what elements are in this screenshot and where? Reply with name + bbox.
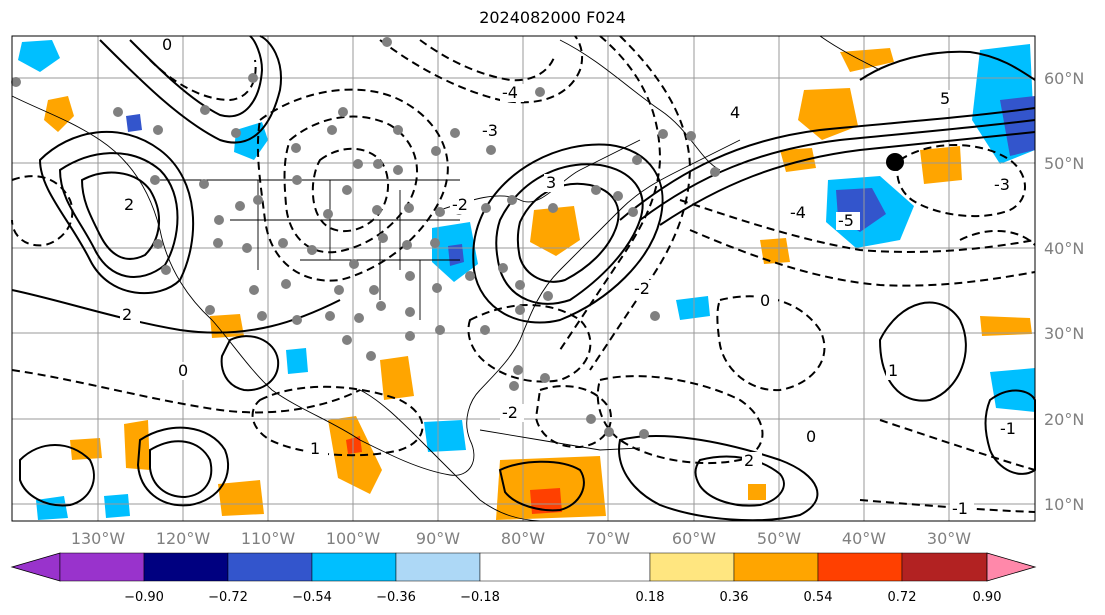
blue-patch: [126, 114, 142, 132]
colorbar-segment: [479, 552, 651, 582]
lat-label: 60°N: [1044, 69, 1084, 88]
colorbar-segment: [59, 552, 145, 582]
blue-patch: [676, 296, 710, 320]
contour-label: -3: [482, 121, 498, 140]
contour-label: -2: [502, 403, 518, 422]
contour-label: 3: [546, 173, 556, 192]
orange-patch: [840, 48, 894, 72]
lon-label: 80°W: [501, 529, 545, 548]
lon-label: 90°W: [416, 529, 460, 548]
contour-label-group: 0 2 -2 -4 -3 3 4 5 -5 1 -1 0 2 -2 -3 -4 …: [120, 35, 1022, 518]
contour-label: 0: [760, 291, 770, 310]
blue-patch: [448, 244, 464, 266]
orange-patch: [70, 438, 102, 460]
colorbar-segment: [395, 552, 481, 582]
contour-label: 5: [940, 89, 950, 108]
orange-patch: [44, 96, 74, 132]
colorbar-segment: [649, 552, 735, 582]
station-dots: [11, 37, 720, 439]
contour-label: 4: [730, 103, 740, 122]
contour-label: 0: [806, 427, 816, 446]
contour-label: 1: [310, 439, 320, 458]
blue-patch: [424, 420, 466, 452]
contour-label: -1: [1000, 419, 1016, 438]
colorbar-segment: [901, 552, 988, 582]
blue-patch: [104, 494, 130, 518]
orange-patch: [780, 148, 816, 172]
contour-label: -4: [502, 83, 518, 102]
lon-label: 30°W: [927, 529, 971, 548]
lon-label: 100°W: [326, 529, 381, 548]
contour-label: 0: [178, 361, 188, 380]
colorbar-segment: [143, 552, 229, 582]
lat-label: 10°N: [1044, 495, 1084, 514]
orange-patch: [328, 416, 382, 494]
colorbar-right-arrow: [986, 552, 1037, 582]
contour-label: 2: [744, 451, 754, 470]
colorbar-tick: 0.18: [636, 590, 665, 605]
colorbar-tick: −0.54: [292, 590, 332, 605]
contour-label: -4: [790, 203, 806, 222]
colorbar: −0.90 −0.72 −0.54 −0.36 −0.18 0.18 0.36 …: [10, 552, 1037, 605]
solid-contours: [11, 35, 1036, 522]
contour-label: -2: [452, 195, 468, 214]
lon-label: 60°W: [672, 529, 716, 548]
orange-patch: [218, 480, 264, 516]
latitude-labels: 60°N 50°N 40°N 30°N 20°N 10°N: [1044, 69, 1084, 514]
orange-patch: [920, 146, 962, 184]
contour-label: 1: [888, 361, 898, 380]
colorbar-segment: [733, 552, 819, 582]
lon-label: 50°W: [757, 529, 801, 548]
colorbar-tick: 0.90: [973, 590, 1002, 605]
orange-patch: [210, 314, 244, 338]
colorbar-tick: 0.54: [804, 590, 833, 605]
lon-label: 40°W: [842, 529, 886, 548]
contour-label: -1: [952, 499, 968, 518]
colorbar-left-arrow: [10, 552, 61, 582]
colorbar-segment: [311, 552, 397, 582]
map-title: 2024082000 F024: [479, 8, 626, 27]
colorbar-tick: 0.72: [888, 590, 917, 605]
orange-patch: [380, 356, 414, 400]
contour-label: -2: [634, 279, 650, 298]
lat-label: 30°N: [1044, 324, 1084, 343]
colorbar-segment: [227, 552, 313, 582]
lat-label: 50°N: [1044, 154, 1084, 173]
contour-label: -3: [994, 175, 1010, 194]
contour-label: 2: [122, 305, 132, 324]
lon-label: 70°W: [586, 529, 630, 548]
contour-label: 0: [162, 35, 172, 54]
orange-patch: [124, 420, 150, 470]
colorbar-tick: −0.72: [208, 590, 248, 605]
blue-patch: [18, 40, 60, 72]
lon-label: 110°W: [241, 529, 296, 548]
orange-patch: [530, 206, 580, 256]
blue-patch: [36, 496, 68, 520]
colorbar-segment: [817, 552, 903, 582]
blue-patch: [286, 348, 308, 374]
colorbar-tick: −0.90: [124, 590, 164, 605]
red-patch: [530, 488, 562, 514]
contour-label: -5: [838, 211, 854, 230]
red-patch: [346, 436, 362, 454]
colorbar-tick: −0.18: [460, 590, 500, 605]
dashed-contours: [11, 35, 1036, 513]
highlight-marker: [886, 153, 904, 171]
lon-label: 130°W: [71, 529, 126, 548]
orange-patch: [980, 316, 1032, 336]
lat-label: 40°N: [1044, 239, 1084, 258]
longitude-labels: 130°W 120°W 110°W 100°W 90°W 80°W 70°W 6…: [71, 529, 971, 548]
colorbar-tick: −0.36: [376, 590, 416, 605]
lat-label: 20°N: [1044, 410, 1084, 429]
contour-label: 2: [124, 195, 134, 214]
map-frame: [11, 35, 1036, 522]
lon-label: 120°W: [156, 529, 211, 548]
orange-patch: [760, 238, 790, 264]
orange-patch: [748, 484, 766, 500]
colorbar-tick: 0.36: [720, 590, 749, 605]
shaded-anomalies: [18, 40, 1035, 520]
